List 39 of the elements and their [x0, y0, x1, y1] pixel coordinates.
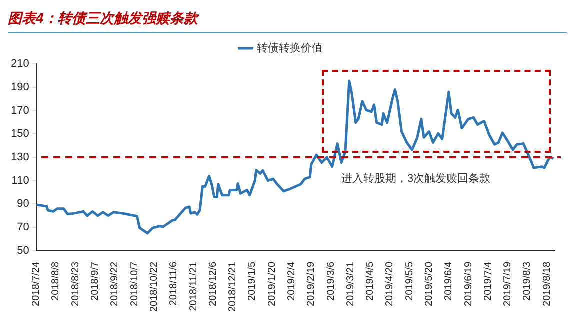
- x-tick-label: 2019/4/20: [384, 262, 396, 306]
- y-tick-label: 70: [17, 222, 30, 234]
- y-tick-label: 130: [10, 152, 30, 164]
- x-tick-label: 2018/10/7: [129, 262, 140, 306]
- x-tick-label: 2019/7/19: [502, 262, 514, 306]
- x-tick-label: 2018/11/6: [168, 262, 180, 306]
- annotation: 进入转股期，3次触发赎回条款: [342, 173, 491, 186]
- x-tick-label: 2018/8/23: [70, 262, 82, 306]
- x-tick-label: 2018/8/8: [50, 262, 62, 301]
- y-tick-label: 210: [10, 58, 30, 70]
- x-tick-label: 2019/1/20: [266, 262, 278, 306]
- x-tick-label: 2019/4/5: [365, 262, 376, 301]
- x-tick-label: 2019/3/6: [326, 262, 337, 301]
- x-tick-label: 2019/7/4: [482, 262, 494, 301]
- x-tick-label: 2018/7/24: [31, 262, 42, 306]
- x-tick-label: 2018/10/22: [148, 262, 160, 312]
- y-tick-label: 110: [12, 174, 30, 187]
- x-tick-label: 2018/12/21: [228, 262, 239, 312]
- x-tick-label: 2019/6/4: [444, 262, 455, 301]
- x-tick-label: 2019/5/20: [424, 262, 436, 306]
- x-tick-label: 2019/8/3: [522, 262, 534, 301]
- x-tick-label: 2018/12/6: [208, 262, 219, 306]
- x-tick-label: 2018/9/22: [110, 262, 121, 306]
- x-tick-label: 2019/5/5: [404, 262, 416, 301]
- x-tick-label: 2019/2/4: [286, 262, 298, 301]
- y-tick-label: 90: [17, 198, 30, 210]
- x-tick-label: 2019/1/5: [247, 262, 258, 301]
- y-tick-label: 150: [10, 128, 30, 140]
- legend-label: 转债转换价值: [256, 42, 323, 55]
- x-tick-label: 2018/11/21: [188, 262, 200, 312]
- y-tick-label: 190: [10, 81, 30, 94]
- x-tick-label: 2019/3/21: [345, 262, 356, 306]
- x-tick-label: 2018/9/7: [90, 262, 102, 301]
- x-tick-label: 2019/2/19: [306, 262, 318, 306]
- x-tick-label: 2019/6/19: [463, 262, 474, 306]
- y-tick-label: 170: [10, 104, 30, 117]
- chart-title: 图表4：转债三次触发强赎条款: [8, 8, 567, 33]
- x-tick-label: 2019/8/18: [542, 262, 553, 306]
- y-tick-label: 50: [17, 244, 30, 257]
